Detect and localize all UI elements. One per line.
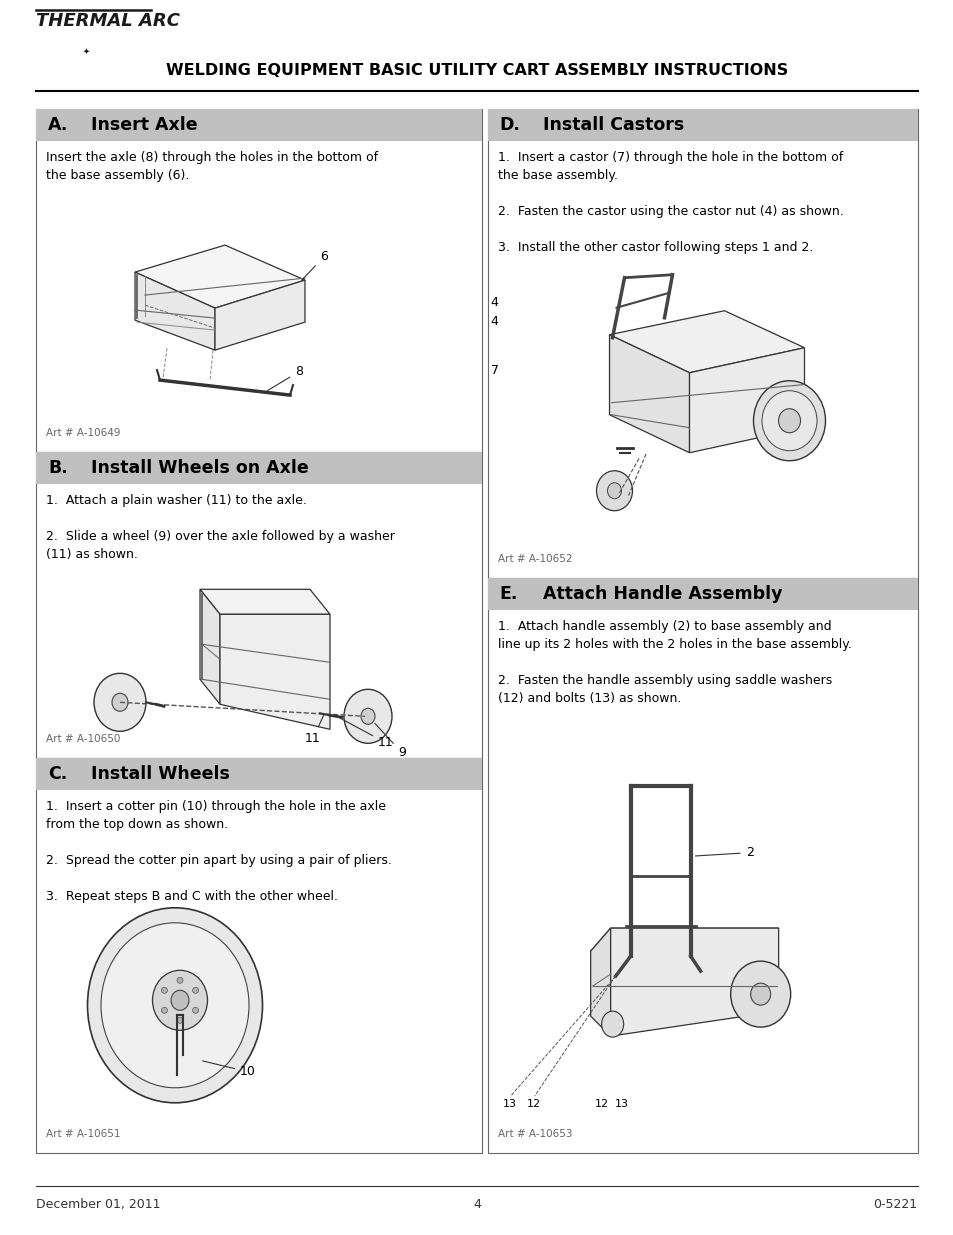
Text: Art # A-10651: Art # A-10651 — [46, 1130, 121, 1140]
Text: 2: 2 — [695, 846, 753, 860]
Ellipse shape — [88, 908, 262, 1103]
Text: Art # A-10653: Art # A-10653 — [497, 1130, 572, 1140]
Text: Insert Axle: Insert Axle — [91, 116, 197, 133]
Ellipse shape — [750, 983, 770, 1005]
Bar — [487, 578, 917, 1153]
Ellipse shape — [730, 961, 790, 1028]
Circle shape — [193, 987, 198, 993]
Ellipse shape — [112, 693, 128, 711]
Text: 12: 12 — [594, 1099, 608, 1109]
Text: ✦: ✦ — [83, 47, 90, 56]
Polygon shape — [214, 280, 305, 350]
Text: THERMAL ARC: THERMAL ARC — [36, 12, 180, 31]
Text: B.: B. — [49, 459, 68, 477]
Bar — [36, 109, 481, 452]
Text: 1.  Insert a castor (7) through the hole in the bottom of
the base assembly.

2.: 1. Insert a castor (7) through the hole … — [497, 151, 842, 253]
Text: 13: 13 — [614, 1099, 628, 1109]
Polygon shape — [609, 335, 689, 453]
Ellipse shape — [596, 471, 632, 511]
Ellipse shape — [761, 390, 816, 451]
Ellipse shape — [778, 409, 800, 432]
Text: 4: 4 — [473, 1198, 480, 1212]
Ellipse shape — [607, 483, 620, 499]
Text: 4: 4 — [490, 296, 498, 309]
Text: Install Wheels on Axle: Install Wheels on Axle — [91, 459, 309, 477]
Ellipse shape — [601, 1011, 623, 1037]
Text: 0-5221: 0-5221 — [873, 1198, 917, 1212]
Text: 11: 11 — [335, 715, 394, 750]
Text: 12: 12 — [526, 1099, 540, 1109]
Text: December 01, 2011: December 01, 2011 — [36, 1198, 161, 1212]
Polygon shape — [590, 929, 778, 951]
Text: 9: 9 — [375, 724, 405, 760]
Polygon shape — [590, 929, 610, 1036]
Polygon shape — [610, 929, 778, 1036]
Text: Install Wheels: Install Wheels — [91, 766, 230, 783]
Bar — [36, 452, 481, 484]
Text: Attach Handle Assembly: Attach Handle Assembly — [542, 585, 781, 603]
Ellipse shape — [360, 709, 375, 724]
Text: 4: 4 — [490, 315, 498, 327]
Polygon shape — [689, 348, 803, 453]
Bar — [36, 758, 481, 790]
Polygon shape — [135, 272, 214, 350]
Ellipse shape — [94, 673, 146, 731]
Bar — [487, 109, 917, 141]
Text: Art # A-10650: Art # A-10650 — [46, 735, 120, 745]
Text: E.: E. — [499, 585, 517, 603]
Text: C.: C. — [49, 766, 68, 783]
Text: 13: 13 — [502, 1099, 517, 1109]
Bar — [487, 109, 917, 578]
Ellipse shape — [344, 689, 392, 743]
Bar — [36, 452, 481, 758]
Text: 11: 11 — [305, 715, 323, 745]
Text: 1.  Attach handle assembly (2) to base assembly and
line up its 2 holes with the: 1. Attach handle assembly (2) to base as… — [497, 620, 851, 705]
Circle shape — [177, 1018, 183, 1024]
Text: 1.  Insert a cotter pin (10) through the hole in the axle
from the top down as s: 1. Insert a cotter pin (10) through the … — [46, 800, 392, 903]
Text: 6: 6 — [301, 251, 328, 280]
Text: Art # A-10652: Art # A-10652 — [497, 555, 572, 564]
Text: Art # A-10649: Art # A-10649 — [46, 429, 121, 438]
Text: 10: 10 — [202, 1061, 255, 1078]
Text: D.: D. — [499, 116, 520, 133]
Circle shape — [161, 987, 167, 993]
Text: Install Castors: Install Castors — [542, 116, 683, 133]
Ellipse shape — [101, 923, 249, 1088]
Polygon shape — [609, 311, 803, 373]
Text: A.: A. — [49, 116, 69, 133]
Polygon shape — [220, 614, 330, 730]
Circle shape — [193, 1008, 198, 1013]
Text: 1.  Attach a plain washer (11) to the axle.

2.  Slide a wheel (9) over the axle: 1. Attach a plain washer (11) to the axl… — [46, 494, 395, 561]
Polygon shape — [200, 589, 220, 704]
Ellipse shape — [152, 971, 208, 1030]
Circle shape — [177, 977, 183, 983]
Polygon shape — [135, 245, 305, 308]
Bar — [36, 109, 481, 141]
Text: 8: 8 — [267, 366, 303, 390]
Bar — [487, 578, 917, 610]
Polygon shape — [90, 900, 160, 1105]
Circle shape — [161, 1008, 167, 1013]
Polygon shape — [200, 589, 330, 614]
Ellipse shape — [171, 990, 189, 1010]
Ellipse shape — [753, 380, 824, 461]
Bar — [36, 758, 481, 1153]
Text: WELDING EQUIPMENT BASIC UTILITY CART ASSEMBLY INSTRUCTIONS: WELDING EQUIPMENT BASIC UTILITY CART ASS… — [166, 63, 787, 78]
Text: Insert the axle (8) through the holes in the bottom of
the base assembly (6).: Insert the axle (8) through the holes in… — [46, 151, 378, 182]
Text: 7: 7 — [490, 364, 498, 377]
